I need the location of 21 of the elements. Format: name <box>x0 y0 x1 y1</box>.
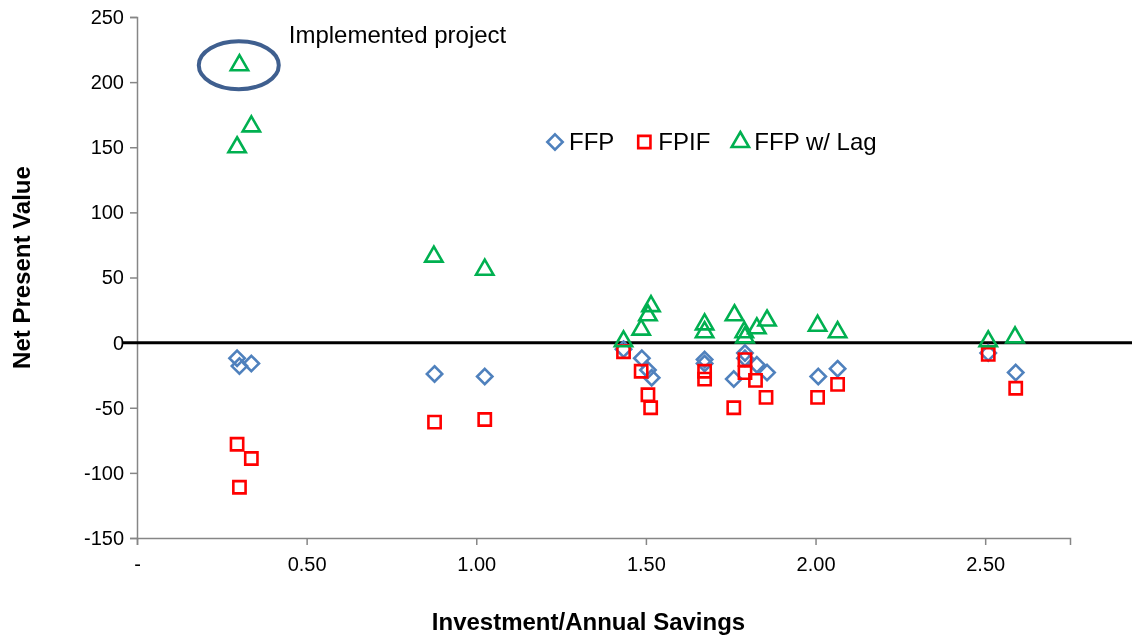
legend-label: FPIF <box>658 128 711 155</box>
x-tick-label: 2.50 <box>966 553 1006 576</box>
legend-label: FFP <box>569 128 615 155</box>
y-tick-label: 250 <box>90 5 124 28</box>
y-axis-title: Net Present Value <box>8 166 35 369</box>
legend-label: FFP w/ Lag <box>754 128 877 155</box>
y-tick-label: -50 <box>95 396 124 419</box>
y-tick-label: 200 <box>90 71 124 94</box>
x-tick-label: 1.50 <box>626 553 666 576</box>
x-tick-label: 2.00 <box>796 553 836 576</box>
y-tick-label: 0 <box>112 331 124 354</box>
x-axis-title: Investment/Annual Savings <box>431 608 746 635</box>
annotation: Implemented project <box>288 21 507 49</box>
x-tick-label: 0.50 <box>287 553 327 576</box>
y-tick-label: 50 <box>101 266 124 289</box>
y-tick-label: -150 <box>83 526 124 549</box>
y-tick-label: 100 <box>90 201 124 224</box>
x-tick-label: 1.00 <box>457 553 497 576</box>
y-tick-label: 150 <box>90 136 124 159</box>
x-tick-label: - <box>134 553 141 576</box>
y-tick-label: -100 <box>83 461 124 484</box>
